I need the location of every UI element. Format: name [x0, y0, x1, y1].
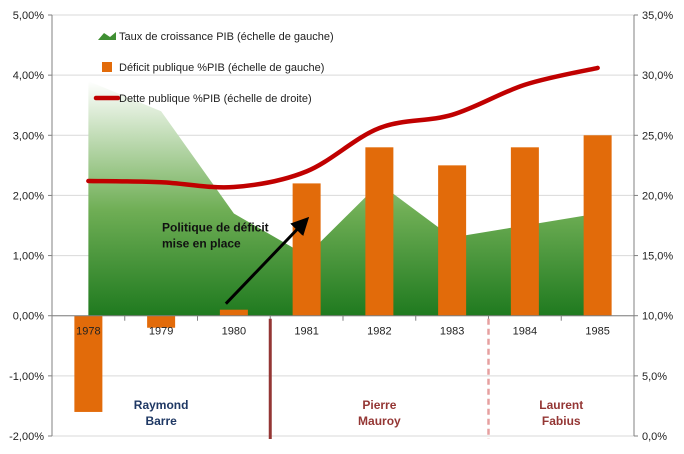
- debt-line-layer: [86, 65, 600, 190]
- deficit-bar: [219, 309, 248, 316]
- annotation-text: Politique de déficit: [162, 221, 269, 235]
- growth-area-layer: [88, 81, 598, 316]
- left-tick-label: 0,00%: [13, 311, 44, 323]
- left-tick-label: 2,00%: [13, 190, 44, 202]
- deficit-bar: [365, 147, 394, 316]
- x-tick-label: 1981: [294, 326, 318, 338]
- deficit-bar: [510, 147, 539, 316]
- right-tick-label: 10,0%: [642, 311, 673, 323]
- left-tick-label: -2,00%: [9, 431, 44, 443]
- deficit-bar: [74, 315, 103, 412]
- legend-swatch-growth: [98, 32, 116, 40]
- right-tick-label: 15,0%: [642, 251, 673, 263]
- deficit-bar: [147, 315, 176, 328]
- x-tick-label: 1979: [149, 326, 173, 338]
- prime-minister-label: Pierre: [362, 398, 396, 412]
- x-tick-label: 1985: [585, 326, 609, 338]
- annotation-layer: Raymond Barre Pierre Mauroy Laurent Fabius Pol…: [134, 216, 583, 439]
- legend: Taux de croissance PIB (échelle de gauch…: [93, 31, 334, 105]
- left-tick-label: 4,00%: [13, 70, 44, 82]
- prime-minister-label: Mauroy: [358, 414, 401, 428]
- growth-area: [88, 81, 598, 316]
- x-tick-label: 1978: [76, 326, 100, 338]
- legend-swatch-deficit: [102, 62, 112, 72]
- annotation-text: mise en place: [162, 237, 241, 251]
- right-tick-label: 30,0%: [642, 70, 673, 82]
- prime-minister-label: Barre: [145, 414, 177, 428]
- deficit-bar: [438, 165, 467, 316]
- deficit-bar: [292, 183, 321, 316]
- legend-label-growth: Taux de croissance PIB (échelle de gauch…: [119, 31, 334, 43]
- deficit-bar: [583, 135, 612, 316]
- legend-label-debt: Dette publique %PIB (échelle de droite): [119, 93, 312, 105]
- right-tick-label: 20,0%: [642, 190, 673, 202]
- left-tick-label: 1,00%: [13, 251, 44, 263]
- debt-line: [86, 65, 600, 190]
- right-tick-label: 5,0%: [642, 371, 667, 383]
- legend-label-deficit: Déficit publique %PIB (échelle de gauche…: [119, 62, 324, 74]
- axes-layer: -2,00% -1,00% 0,00% 1,00% 2,00% 3,00% 4,00% 5,0…: [9, 10, 673, 443]
- right-tick-label: 35,0%: [642, 10, 673, 22]
- left-tick-label: 3,00%: [13, 130, 44, 142]
- left-tick-label: -1,00%: [9, 371, 44, 383]
- deficit-bars-layer: [74, 135, 612, 412]
- right-tick-label: 25,0%: [642, 130, 673, 142]
- x-tick-label: 1983: [440, 326, 464, 338]
- annotation-arrow: [224, 216, 310, 305]
- x-tick-label: 1984: [513, 326, 537, 338]
- x-tick-label: 1980: [222, 326, 246, 338]
- x-tick-label: 1982: [367, 326, 391, 338]
- prime-minister-label: Fabius: [542, 414, 581, 428]
- prime-minister-label: Raymond: [134, 398, 189, 412]
- left-tick-label: 5,00%: [13, 10, 44, 22]
- right-tick-label: 0,0%: [642, 431, 667, 443]
- prime-minister-label: Laurent: [539, 398, 583, 412]
